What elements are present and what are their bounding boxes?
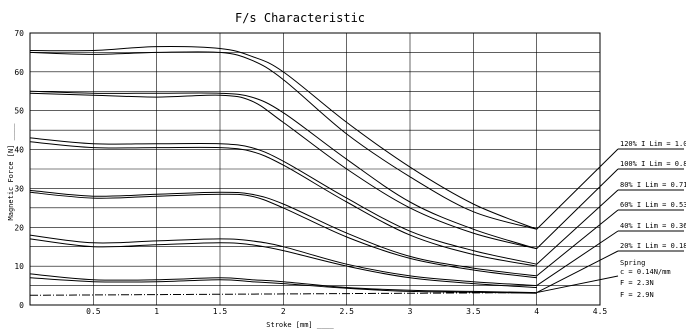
leader-line [536, 209, 619, 277]
leader-line [536, 189, 619, 265]
x-tick-label: 4.5 [593, 307, 608, 316]
x-axis-label: Stroke [mm] ____ [266, 321, 334, 329]
curve-upper-4 [29, 189, 537, 277]
x-tick-labels: 0.5 1 1.5 2 2.5 3 3.5 4 4.5 [86, 307, 607, 316]
spring-label: F = 2.9N [620, 291, 654, 299]
chart-title: F/s Characteristic [235, 11, 365, 25]
x-tick-label: 1 [154, 307, 159, 316]
x-tick-label: 3.5 [466, 307, 481, 316]
curve-lower-1 [29, 51, 537, 230]
legend-entry: 100% I Lim = 0.89A [620, 160, 686, 168]
leader-line [536, 148, 619, 230]
curve-lower-2 [29, 92, 537, 250]
spring-label: c = 0.14N/mm [620, 268, 671, 276]
y-tick-label: 40 [14, 146, 24, 155]
curve-lower-6 [29, 277, 537, 294]
x-tick-label: 0.5 [86, 307, 101, 316]
legend-entry: 120% I Lim = 1.07A [620, 140, 686, 148]
spring-label: F = 2.3N [620, 279, 654, 287]
curve-lower-3 [29, 141, 537, 267]
x-tick-label: 2.5 [339, 307, 354, 316]
spring-label: Spring [620, 259, 645, 267]
spring-line [29, 292, 537, 296]
legend-entry: 80% I Lim = 0.71A [620, 181, 686, 189]
curve-upper-5 [29, 234, 537, 287]
curve-upper-6 [29, 273, 537, 294]
y-tick-label: 0 [19, 301, 24, 310]
x-tick-label: 1.5 [213, 307, 228, 316]
y-axis-label: Magnetic Force [N] ____ [7, 123, 15, 221]
legend-entry: 60% I Lim = 0.53A [620, 201, 686, 209]
curve-lower-5 [29, 238, 537, 288]
curve-upper-3 [29, 137, 537, 265]
legend-entry: 20% I Lim = 0.18A [620, 242, 686, 250]
y-tick-label: 30 [14, 184, 24, 193]
y-tick-label: 10 [14, 262, 24, 271]
legend-entry: 40% I Lim = 0.36A [620, 222, 686, 230]
y-tick-label: 70 [14, 29, 24, 38]
x-tick-label: 2 [281, 307, 286, 316]
curves [29, 46, 537, 296]
grid [29, 32, 601, 306]
y-tick-label: 20 [14, 223, 24, 232]
y-tick-labels: 0 10 20 30 40 50 60 70 [14, 29, 24, 310]
legend: 120% I Lim = 1.07A 100% I Lim = 0.89A 80% … [536, 140, 686, 299]
x-tick-label: 3 [408, 307, 413, 316]
curve-upper-2 [29, 90, 537, 250]
leader-line [536, 250, 619, 294]
spring-leader-line [536, 275, 619, 294]
y-tick-label: 60 [14, 68, 24, 77]
curve-lower-4 [29, 191, 537, 279]
x-tick-label: 4 [534, 307, 539, 316]
curve-upper-1 [29, 46, 537, 230]
leader-line [536, 230, 619, 286]
y-tick-label: 50 [14, 107, 24, 116]
leader-line [536, 168, 619, 250]
